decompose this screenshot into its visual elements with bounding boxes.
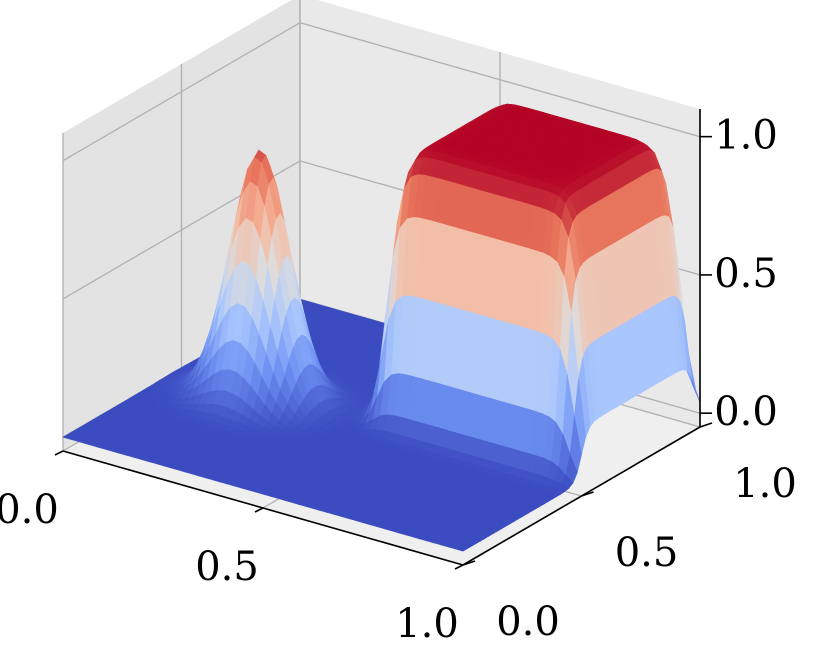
z-tick-label: 0.0 — [714, 389, 778, 435]
z-tick-label: 1.0 — [714, 113, 778, 159]
x-tick-label: 0.0 — [0, 487, 59, 533]
y-tick-label: 0.0 — [496, 599, 560, 645]
x-tick-mark — [54, 450, 64, 456]
x-tick-label: 0.5 — [195, 544, 259, 590]
y-tick-mark — [581, 491, 594, 497]
y-tick-mark — [462, 560, 476, 566]
y-tick-label: 1.0 — [733, 461, 797, 507]
x-tick-mark — [254, 507, 264, 513]
surface-facet — [455, 546, 468, 552]
axis-ticks: 0.0 0.5 1.0 0.0 0.5 1.0 0.0 0.5 1.0 — [0, 113, 797, 647]
z-gridline — [62, 21, 701, 162]
z-tick-label: 0.5 — [714, 251, 778, 297]
y-tick-mark — [699, 422, 713, 428]
surface-mesh — [62, 103, 701, 552]
x-tick-mark — [454, 564, 464, 570]
y-tick-label: 0.5 — [615, 530, 679, 576]
x-tick-label: 1.0 — [395, 601, 459, 647]
